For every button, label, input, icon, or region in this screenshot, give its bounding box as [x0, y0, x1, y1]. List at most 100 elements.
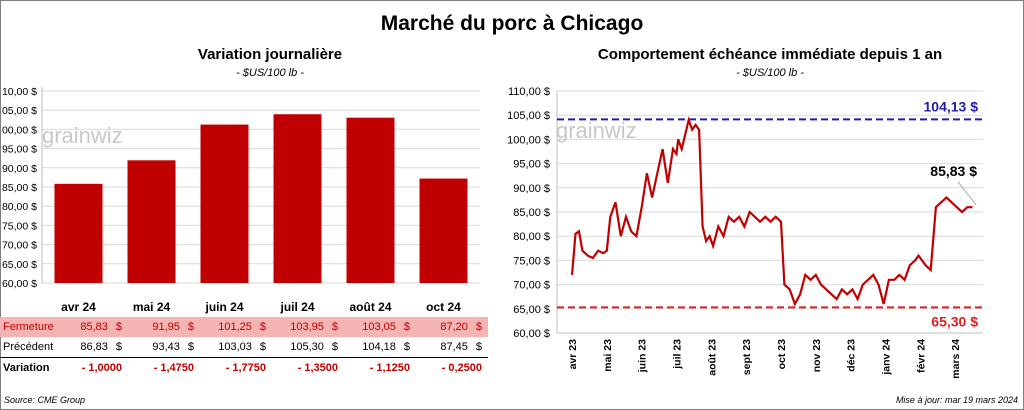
x-tick-label: juin 23 [637, 339, 649, 373]
table-row: Précédent 86,83 $93,43 $103,03 $105,30 $104,1… [0, 337, 488, 358]
y-tick-label: 80,00 $ [513, 231, 550, 243]
table-cell: - 1,1250 [344, 358, 416, 379]
y-tick-label: 75,00 $ [513, 255, 550, 267]
y-tick-label: 105,00 $ [507, 110, 550, 122]
table-cell: - 1,3500 [272, 358, 344, 379]
table-cell: 85,83 $ [56, 317, 128, 337]
y-tick-label: 110,00 $ [508, 86, 550, 98]
y-tick-label: 100,00 $ [507, 134, 550, 146]
cell-unit: $ [187, 321, 194, 333]
right-chart-unit: - $US/100 lb - [736, 67, 804, 79]
y-tick-label: 90,00 $ [2, 163, 37, 175]
cell-value: 104,18 [362, 341, 396, 353]
table-cell: 104,18 $ [344, 337, 416, 358]
cell-value: 93,43 [152, 341, 180, 353]
table-cell: 87,45 $ [416, 337, 488, 358]
bar [127, 160, 176, 283]
cell-unit: $ [331, 321, 338, 333]
main-title: Marché du porc à Chicago [380, 12, 644, 35]
cell-unit: $ [331, 341, 338, 353]
cell-value: 86,83 [80, 341, 108, 353]
cell-value: 87,20 [440, 321, 468, 333]
cell-value: - 1,3500 [297, 362, 338, 374]
y-tick-label: 80,00 $ [2, 201, 37, 213]
table-row: Variation - 1,0000 - 1,4750 - 1,7750 - 1,350… [0, 357, 488, 379]
price-line [570, 116, 973, 307]
cell-unit: $ [403, 321, 410, 333]
left-chart-title: Variation journalière [197, 46, 343, 63]
cell-unit: $ [259, 321, 266, 333]
x-category-label: mai 24 [133, 300, 171, 314]
y-tick-label: 85,00 $ [2, 182, 37, 194]
table-cell: - 1,0000 [56, 358, 128, 379]
table-cell: 91,95 $ [128, 317, 200, 337]
watermark-logo: grainwiz [556, 118, 637, 143]
y-tick-label: 05,00 $ [2, 105, 37, 117]
update-note: Mise à jour: mar 19 mars 2024 [895, 395, 1018, 405]
x-tick-label: mars 24 [950, 339, 962, 379]
y-tick-label: 65,00 $ [2, 259, 37, 271]
table-row: Fermeture 85,83 $91,95 $101,25 $103,95 $103,0… [0, 317, 488, 337]
y-tick-label: 10,00 $ [2, 86, 37, 98]
cell-value: - 1,0000 [81, 362, 122, 374]
cell-value: - 1,4750 [153, 362, 194, 374]
source-note: Source: CME Group [4, 395, 86, 405]
right-chart-title: Comportement échéance immédiate depuis 1… [597, 46, 943, 63]
bar-chart: 10,00 $ 05,00 $ 00,00 $ 95,00 $ 90,00 $ 85,00… [2, 86, 480, 314]
watermark-logo: grainwiz [42, 123, 123, 148]
x-category-label: juil 24 [279, 300, 314, 314]
x-category-label: oct 24 [426, 300, 461, 314]
bar [419, 178, 468, 283]
x-tick-label: janv 24 [880, 339, 892, 376]
cell-value: 91,95 [152, 321, 180, 333]
y-tick-label: 75,00 $ [2, 220, 37, 232]
table-cell: - 1,4750 [128, 358, 200, 379]
table-cell: 86,83 $ [56, 337, 128, 358]
table-cell: 87,20 $ [416, 317, 488, 337]
cell-value: 103,05 [362, 321, 396, 333]
x-tick-label: févr 24 [915, 339, 927, 373]
x-tick-label: avr 23 [567, 339, 579, 370]
x-tick-label: juil 23 [671, 339, 683, 370]
cell-unit: $ [115, 341, 122, 353]
cell-unit: $ [403, 341, 410, 353]
last-price-leader [957, 181, 977, 206]
y-tick-label: 65,00 $ [513, 304, 550, 316]
y-tick-label: 95,00 $ [513, 159, 550, 171]
y-tick-label: 70,00 $ [513, 280, 550, 292]
table-cell: - 0,2500 [416, 358, 488, 379]
cell-unit: $ [115, 321, 122, 333]
x-category-label: juin 24 [204, 300, 243, 314]
low-label: 65,30 $ [931, 313, 978, 329]
cell-unit: $ [475, 341, 482, 353]
line-chart: 110,00 $ 105,00 $ 100,00 $ 95,00 $ 90,00 $ 85… [507, 86, 983, 379]
table-cell: 105,30 $ [272, 337, 344, 358]
cell-unit: $ [187, 341, 194, 353]
cell-value: 105,30 [290, 341, 324, 353]
row-label: Précédent [3, 341, 54, 353]
table-cell: 101,25 $ [200, 317, 272, 337]
bar [273, 114, 322, 284]
bar [346, 117, 395, 283]
x-tick-label: oct 23 [776, 339, 788, 370]
bar [54, 183, 103, 283]
cell-value: - 0,2500 [441, 362, 482, 374]
cell-value: 85,83 [80, 321, 108, 333]
y-tick-label: 95,00 $ [2, 144, 37, 156]
x-tick-label: déc 23 [846, 339, 858, 372]
cell-unit: $ [259, 341, 266, 353]
y-tick-label: 85,00 $ [513, 207, 550, 219]
y-tick-label: 60,00 $ [513, 328, 550, 340]
cell-value: - 1,7750 [225, 362, 266, 374]
cell-value: 103,03 [218, 341, 252, 353]
x-tick-label: nov 23 [811, 339, 823, 372]
table-cell: 103,95 $ [272, 317, 344, 337]
bar [200, 124, 249, 283]
last-price-label: 85,83 $ [930, 163, 977, 179]
price-table: Fermeture 85,83 $91,95 $101,25 $103,95 $103,0… [0, 317, 488, 378]
table-cell: 103,03 $ [200, 337, 272, 358]
cell-value: - 1,1250 [369, 362, 410, 374]
x-category-label: avr 24 [61, 300, 96, 314]
left-chart-unit: - $US/100 lb - [236, 67, 304, 79]
row-label: Variation [3, 362, 50, 374]
